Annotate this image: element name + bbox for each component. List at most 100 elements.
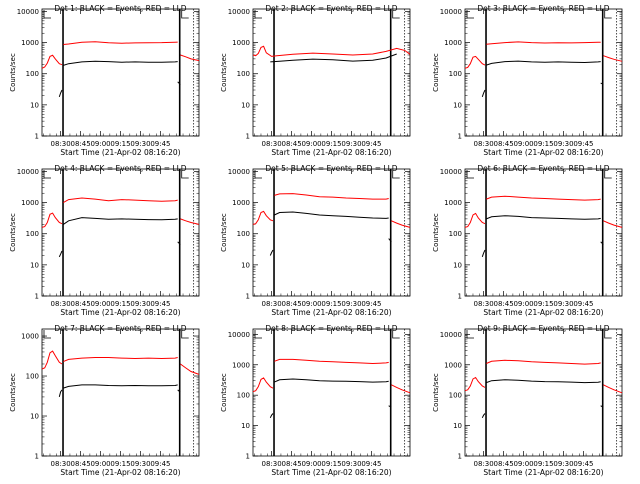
chart-panel-5: Det 5: BLACK = Events, RED = LLD 1 10 100 10… xyxy=(220,164,411,317)
chart-panel-8: Det 8: BLACK = Events, RED = LLD 1 10 100 10… xyxy=(220,324,411,477)
series-events-line xyxy=(58,250,63,258)
y-tick-label: 1 xyxy=(458,453,462,461)
y-tick-label: 1000 xyxy=(232,39,250,47)
x-axis-label: Start Time (21-Apr-02 08:16:20) xyxy=(60,308,180,317)
series-events-line xyxy=(274,211,389,219)
series-lld-line xyxy=(486,195,601,201)
x-tick-label: 09:30 xyxy=(553,460,573,468)
x-tick-label: 09:15 xyxy=(533,300,553,308)
x-axis-label: Start Time (21-Apr-02 08:16:20) xyxy=(483,308,603,317)
y-tick-label: 100 xyxy=(26,230,39,238)
x-axis-label: Start Time (21-Apr-02 08:16:20) xyxy=(483,468,603,477)
series-lld-line xyxy=(464,55,486,69)
x-tick-label: 09:45 xyxy=(361,460,381,468)
x-tick-label: 08:45 xyxy=(493,460,513,468)
y-axis-label: Counts/sec xyxy=(9,53,17,92)
corner-marker xyxy=(43,330,51,339)
series-lld-line xyxy=(603,220,623,228)
series-lld-line xyxy=(391,220,411,228)
x-tick-label: 09:30 xyxy=(553,140,573,148)
series-lld-line xyxy=(180,218,200,225)
x-axis-label: Start Time (21-Apr-02 08:16:20) xyxy=(483,148,603,157)
chart-title: Det 7: BLACK = Events, RED = LLD xyxy=(54,324,186,333)
y-tick-label: 10 xyxy=(30,101,39,109)
x-tick-label: 09:15 xyxy=(321,300,341,308)
plot-frame xyxy=(41,168,200,297)
y-tick-label: 100 xyxy=(237,392,250,400)
corner-marker xyxy=(392,330,400,339)
y-tick-label: 10 xyxy=(241,422,250,430)
chart-title: Det 5: BLACK = Events, RED = LLD xyxy=(265,164,397,173)
y-axis-label: Counts/sec xyxy=(432,213,440,252)
chart-title: Det 3: BLACK = Events, RED = LLD xyxy=(477,4,609,13)
plot-frame xyxy=(252,328,411,457)
series-lld-line xyxy=(180,363,200,375)
series-events-line xyxy=(486,379,601,384)
series-events-line xyxy=(486,215,601,220)
x-tick-label: 09:45 xyxy=(150,300,170,308)
x-axis-label: Start Time (21-Apr-02 08:16:20) xyxy=(60,148,180,157)
y-tick-label: 100 xyxy=(26,70,39,78)
x-tick-label: 08:30 xyxy=(51,300,71,308)
series-lld-line xyxy=(252,210,274,225)
x-tick-label: 09:15 xyxy=(110,140,130,148)
y-tick-label: 1 xyxy=(246,293,250,301)
x-tick-label: 09:00 xyxy=(301,140,321,148)
series-events-line xyxy=(63,217,178,225)
plot-frame xyxy=(464,328,623,457)
y-tick-label: 1 xyxy=(35,133,39,141)
y-tick-label: 10000 xyxy=(440,331,462,339)
x-tick-label: 09:00 xyxy=(513,300,533,308)
y-tick-label: 10000 xyxy=(228,331,250,339)
series-lld-line xyxy=(486,41,601,45)
x-tick-label: 08:30 xyxy=(262,140,282,148)
series-events-line xyxy=(177,241,181,245)
chart-panel-9: Det 9: BLACK = Events, RED = LLD 1 10 100 10… xyxy=(432,324,623,477)
y-axis-label: Counts/sec xyxy=(220,213,228,252)
x-tick-label: 09:45 xyxy=(361,300,381,308)
chart-panel-7: Det 7: BLACK = Events, RED = LLD 1 10 100 10… xyxy=(9,324,200,477)
x-tick-label: 08:30 xyxy=(262,460,282,468)
y-tick-label: 1 xyxy=(35,293,39,301)
corner-marker xyxy=(392,170,400,179)
y-axis-label: Counts/sec xyxy=(9,213,17,252)
chart-title: Det 8: BLACK = Events, RED = LLD xyxy=(265,324,397,333)
series-lld-line xyxy=(391,384,411,394)
corner-marker xyxy=(254,330,262,339)
y-axis-label: Counts/sec xyxy=(432,373,440,412)
series-events-line xyxy=(58,389,63,398)
y-tick-label: 1000 xyxy=(21,39,39,47)
corner-marker xyxy=(466,170,474,179)
y-tick-label: 10000 xyxy=(17,168,39,176)
x-tick-label: 08:45 xyxy=(281,300,301,308)
x-axis-label: Start Time (21-Apr-02 08:16:20) xyxy=(60,468,180,477)
y-tick-label: 1000 xyxy=(444,199,462,207)
y-tick-label: 10 xyxy=(453,261,462,269)
x-tick-label: 09:00 xyxy=(301,300,321,308)
x-tick-label: 09:15 xyxy=(110,460,130,468)
x-tick-label: 09:15 xyxy=(321,460,341,468)
x-tick-label: 09:45 xyxy=(573,140,593,148)
x-tick-label: 09:15 xyxy=(321,140,341,148)
y-tick-label: 10 xyxy=(241,261,250,269)
chart-title: Det 1: BLACK = Events, RED = LLD xyxy=(54,4,186,13)
y-tick-label: 1 xyxy=(35,453,39,461)
x-tick-label: 09:30 xyxy=(130,460,150,468)
y-axis-label: Counts/sec xyxy=(220,373,228,412)
series-lld-line xyxy=(63,41,178,45)
corner-marker xyxy=(604,330,612,339)
y-tick-label: 1 xyxy=(458,133,462,141)
chart-title: Det 6: BLACK = Events, RED = LLD xyxy=(477,164,609,173)
x-tick-label: 08:45 xyxy=(281,460,301,468)
x-tick-label: 09:30 xyxy=(341,460,361,468)
y-tick-label: 10000 xyxy=(440,8,462,16)
series-lld-line xyxy=(603,384,623,394)
plot-frame xyxy=(464,8,623,137)
chart-panel-1: Det 1: BLACK = Events, RED = LLD 1 10 100 10… xyxy=(9,4,200,157)
chart-panel-6: Det 6: BLACK = Events, RED = LLD 1 10 100 10… xyxy=(432,164,623,317)
y-tick-label: 10 xyxy=(241,101,250,109)
y-tick-label: 10000 xyxy=(17,8,39,16)
y-tick-label: 10 xyxy=(30,261,39,269)
